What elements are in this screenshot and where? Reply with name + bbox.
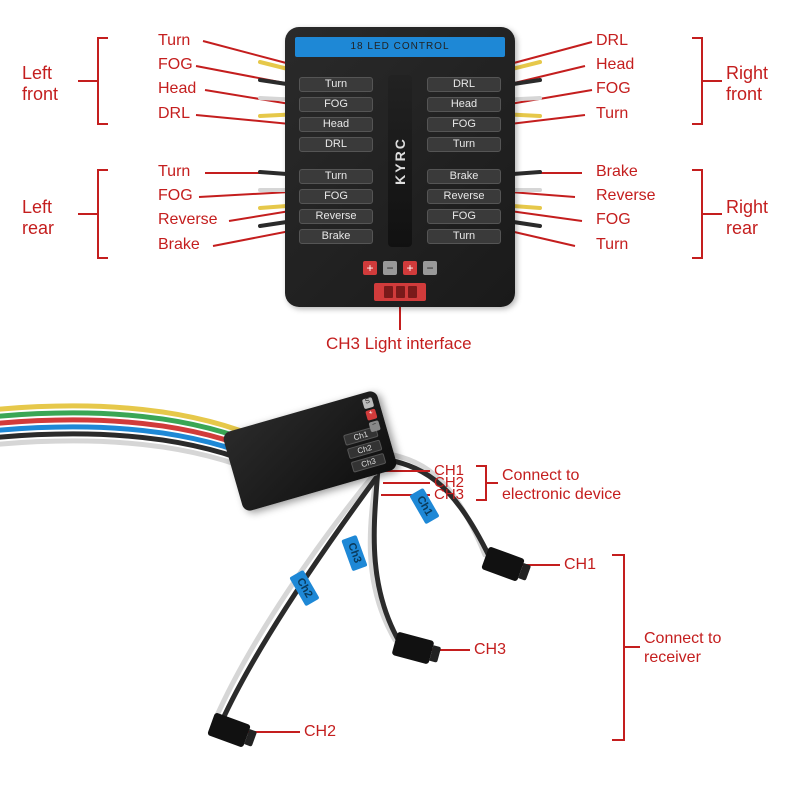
power-icon-0: + [363, 261, 377, 275]
rx-ch-callout-2: CH3 [434, 486, 464, 503]
group-left-front: Left front [22, 63, 58, 105]
power-icon-2: + [403, 261, 417, 275]
callout-rf-0: DRL [596, 32, 628, 50]
note-receiver: Connect to receiver [644, 629, 721, 667]
callout-lf-3: DRL [158, 105, 190, 123]
port-left-top-2: Head [299, 117, 373, 132]
power-icon-3: − [423, 261, 437, 275]
callout-lr-2: Reverse [158, 211, 218, 229]
callout-lf-0: Turn [158, 32, 190, 50]
tape-ch2: Ch2 [289, 570, 319, 606]
port-right-top-2: FOG [427, 117, 501, 132]
callout-lr-1: FOG [158, 187, 193, 205]
port-left-bot-3: Brake [299, 229, 373, 244]
ch3-connector [374, 283, 426, 301]
callout-rf-1: Head [596, 56, 634, 74]
callout-rf-2: FOG [596, 80, 631, 98]
side-dot-plus: + [365, 408, 377, 420]
plug-label-ch3: CH3 [474, 641, 506, 659]
callout-lr-3: Brake [158, 236, 200, 254]
port-left-bot-2: Reverse [299, 209, 373, 224]
port-left-bot-0: Turn [299, 169, 373, 184]
port-right-bot-0: Brake [427, 169, 501, 184]
callout-rr-1: Reverse [596, 187, 656, 205]
port-right-top-1: Head [427, 97, 501, 112]
note-electronic-device: Connect to electronic device [502, 466, 621, 504]
servo-plug-ch3 [392, 631, 435, 664]
port-right-bot-2: FOG [427, 209, 501, 224]
side-dot-minus: − [368, 420, 380, 432]
plug-label-ch1: CH1 [564, 556, 596, 574]
logo-text: KYRC [392, 137, 408, 185]
callout-rr-3: Turn [596, 236, 628, 254]
port-left-top-0: Turn [299, 77, 373, 92]
callout-lf-1: FOG [158, 56, 193, 74]
ch3-bottom-label: CH3 Light interface [326, 334, 472, 354]
port-right-bot-1: Reverse [427, 189, 501, 204]
receiver-module: Ch1 Ch2 Ch3 S + − [222, 390, 398, 513]
callout-rr-2: FOG [596, 211, 631, 229]
control-header: 18 LED CONTROL [295, 37, 505, 57]
power-icon-1: − [383, 261, 397, 275]
group-right-rear: Right rear [726, 197, 768, 239]
servo-plug-ch2 [207, 712, 251, 748]
group-right-front: Right front [726, 63, 768, 105]
callout-lf-2: Head [158, 80, 196, 98]
callout-rf-3: Turn [596, 105, 628, 123]
port-right-bot-3: Turn [427, 229, 501, 244]
tape-ch3: Ch3 [341, 535, 367, 571]
side-dot-s: S [362, 397, 374, 409]
callout-rr-0: Brake [596, 163, 638, 181]
servo-plug-ch1 [481, 546, 525, 582]
port-left-top-3: DRL [299, 137, 373, 152]
port-left-top-1: FOG [299, 97, 373, 112]
plug-label-ch2: CH2 [304, 723, 336, 741]
port-right-top-0: DRL [427, 77, 501, 92]
callout-lr-0: Turn [158, 163, 190, 181]
port-right-top-3: Turn [427, 137, 501, 152]
logo-strip: KYRC [388, 75, 412, 247]
power-icons: + − + − [363, 261, 437, 275]
led-control-box: 18 LED CONTROL KYRC Turn FOG Head DRL DR… [285, 27, 515, 307]
group-left-rear: Left rear [22, 197, 54, 239]
port-left-bot-1: FOG [299, 189, 373, 204]
